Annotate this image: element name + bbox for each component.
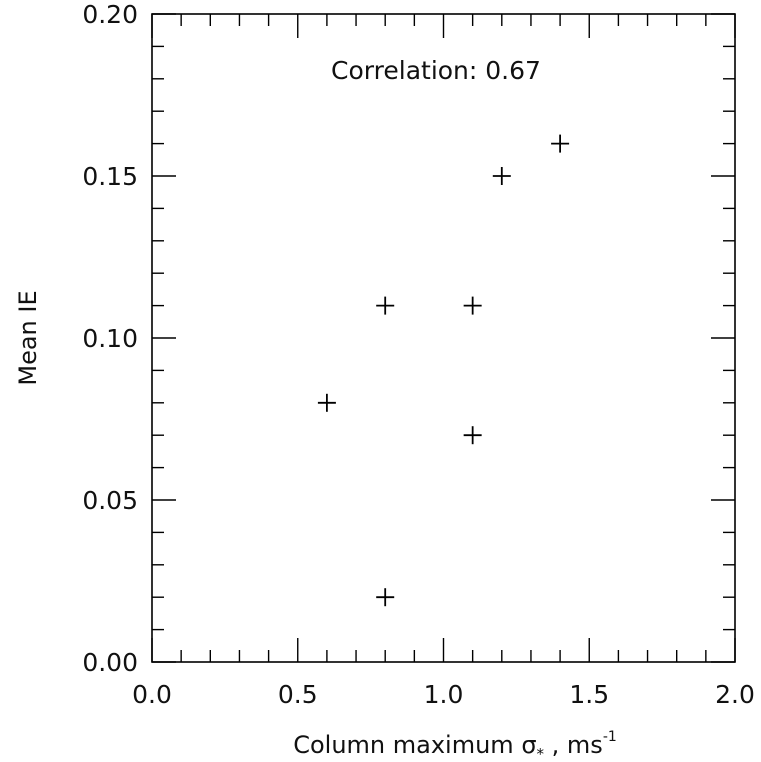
x-tick-label: 1.0 — [424, 680, 464, 709]
x-axis-title-symbol: σ — [521, 731, 536, 759]
data-point — [463, 296, 482, 315]
x-axis-title-unit: ms — [567, 731, 603, 759]
data-point — [376, 296, 395, 315]
y-tick-label: 0.15 — [82, 162, 138, 191]
y-tick-label: 0.05 — [82, 486, 138, 515]
y-tick-label: 0.10 — [82, 324, 138, 353]
y-tick-label: 0.00 — [82, 648, 138, 677]
x-axis-title-subscript: * — [537, 745, 545, 762]
data-point — [317, 393, 336, 412]
data-point — [376, 588, 395, 607]
x-tick-label: 1.5 — [569, 680, 609, 709]
x-axis-title-unit-exponent: -1 — [603, 729, 617, 745]
y-tick-labels: 0.00 0.05 0.10 0.15 0.20 — [82, 0, 138, 677]
correlation-annotation: Correlation: 0.67 — [331, 56, 541, 85]
y-axis-title: Mean IE — [14, 290, 42, 385]
data-point — [463, 426, 482, 445]
data-points — [317, 134, 570, 607]
x-axis-title-separator: , — [544, 731, 567, 759]
x-tick-label: 2.0 — [715, 680, 755, 709]
plot-frame — [151, 13, 736, 663]
y-tick-label: 0.20 — [82, 0, 138, 29]
data-point — [492, 167, 511, 185]
x-axis-title: Column maximum σ* , ms-1 — [293, 729, 617, 762]
plot-area — [151, 13, 736, 663]
x-tick-labels: 0.0 0.5 1.0 1.5 2.0 — [132, 680, 755, 709]
x-tick-label: 0.0 — [132, 680, 172, 709]
x-tick-label: 0.5 — [278, 680, 318, 709]
axis-ticks — [151, 13, 736, 663]
x-axis-title-prefix: Column maximum — [293, 731, 521, 759]
data-point — [551, 134, 570, 153]
